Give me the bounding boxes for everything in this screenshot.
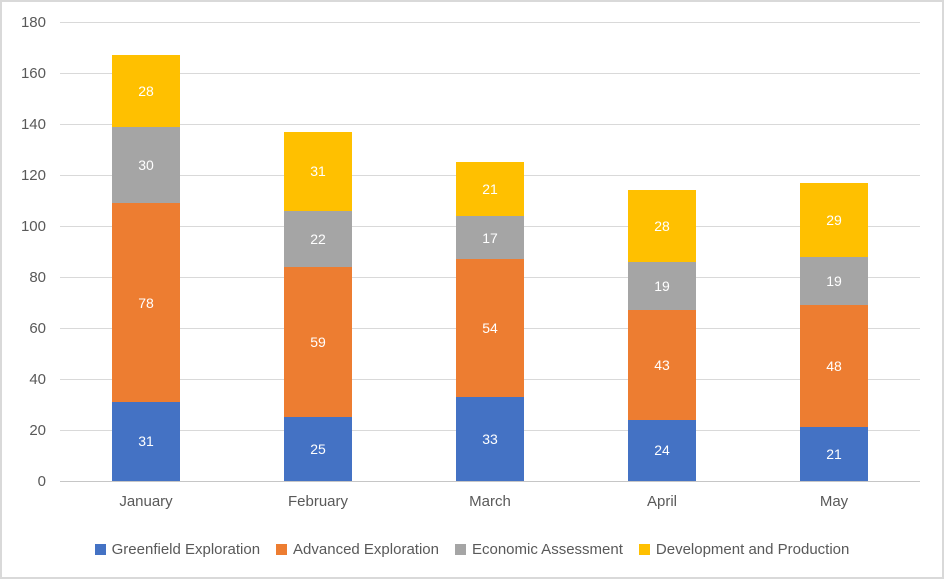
legend-label: Development and Production [655, 541, 850, 558]
bar-column-february: 25 59 22 31 [232, 131, 404, 481]
legend-label: Economic Assessment [471, 541, 623, 558]
bar-value-label: 31 [138, 433, 154, 450]
bar-value-label: 78 [138, 294, 154, 311]
bar-segment: 22 [284, 210, 352, 267]
bar-segment: 78 [112, 203, 180, 402]
gridline [60, 123, 920, 125]
bar-segment: 59 [284, 266, 352, 418]
legend-swatch [454, 544, 466, 555]
plot-area: 31 78 30 28 25 59 22 31 33 54 17 21 24 43 19 28 21 48 19 29 [60, 21, 920, 482]
bar-value-label: 25 [310, 441, 326, 458]
x-tick-label: January [119, 493, 173, 510]
bar-column-march: 33 54 17 21 [404, 162, 576, 481]
y-tick-label: 180 [20, 14, 46, 31]
bar-value-label: 54 [482, 320, 498, 337]
bar-value-label: 28 [654, 218, 670, 235]
x-axis-line [60, 480, 920, 482]
bar-value-label: 21 [482, 181, 498, 198]
bar-value-label: 22 [310, 230, 326, 247]
bar-segment: 30 [112, 126, 180, 204]
bar-segment: 24 [628, 419, 696, 481]
y-axis: 0 20 40 60 80 100 120 140 160 180 [2, 15, 46, 489]
bar-segment: 21 [456, 162, 524, 216]
y-tick-label: 140 [20, 116, 46, 133]
bar-segment: 21 [800, 427, 868, 481]
y-tick-label: 100 [20, 218, 46, 235]
bar-value-label: 43 [654, 356, 670, 373]
legend-item: Advanced Exploration [276, 541, 439, 558]
bar-value-label: 19 [826, 272, 842, 289]
y-tick-label: 40 [29, 371, 46, 388]
bar-value-label: 28 [138, 82, 154, 99]
legend-item: Greenfield Exploration [94, 541, 261, 558]
bar-segment: 31 [112, 401, 180, 481]
y-tick-label: 60 [29, 320, 46, 337]
gridline [60, 72, 920, 74]
x-tick-label: May [819, 493, 849, 510]
legend-label: Advanced Exploration [293, 541, 439, 558]
y-tick-label: 120 [20, 167, 46, 184]
y-tick-label: 160 [20, 65, 46, 82]
bar-column-april: 24 43 19 28 [576, 190, 748, 481]
bar-segment: 28 [628, 190, 696, 262]
bar-column-january: 31 78 30 28 [60, 55, 232, 481]
y-tick-label: 80 [29, 269, 46, 286]
bar-segment: 25 [284, 417, 352, 481]
bar-segment: 43 [628, 310, 696, 420]
legend-swatch [638, 544, 650, 555]
legend: Greenfield Exploration Advanced Explorati… [2, 541, 942, 558]
bar-segment: 19 [800, 256, 868, 306]
bar-value-label: 17 [482, 229, 498, 246]
bar-value-label: 29 [826, 211, 842, 228]
bar-segment: 29 [800, 182, 868, 257]
bar-value-label: 21 [826, 446, 842, 463]
bar-column-may: 21 48 19 29 [748, 182, 920, 481]
bar-value-label: 19 [654, 277, 670, 294]
bar-segment: 33 [456, 396, 524, 481]
bar-segment: 17 [456, 215, 524, 260]
bar-value-label: 24 [654, 442, 670, 459]
y-tick-label: 0 [37, 473, 46, 490]
bar-segment: 31 [284, 131, 352, 211]
bar-value-label: 30 [138, 156, 154, 173]
legend-item: Economic Assessment [454, 541, 623, 558]
bar-segment: 28 [112, 55, 180, 127]
legend-swatch [276, 544, 288, 555]
y-tick-label: 20 [29, 422, 46, 439]
legend-label: Greenfield Exploration [111, 541, 261, 558]
x-tick-label: March [469, 493, 511, 510]
bar-value-label: 33 [482, 430, 498, 447]
bar-value-label: 48 [826, 358, 842, 375]
bar-segment: 19 [628, 261, 696, 311]
bar-value-label: 59 [310, 334, 326, 351]
legend-swatch [94, 544, 106, 555]
bar-value-label: 31 [310, 163, 326, 180]
x-axis: January February March April May [60, 493, 920, 515]
x-tick-label: April [646, 493, 677, 510]
bar-segment: 54 [456, 259, 524, 397]
bar-segment: 48 [800, 305, 868, 428]
x-tick-label: February [287, 493, 349, 510]
gridline [60, 21, 920, 23]
legend-item: Development and Production [638, 541, 850, 558]
